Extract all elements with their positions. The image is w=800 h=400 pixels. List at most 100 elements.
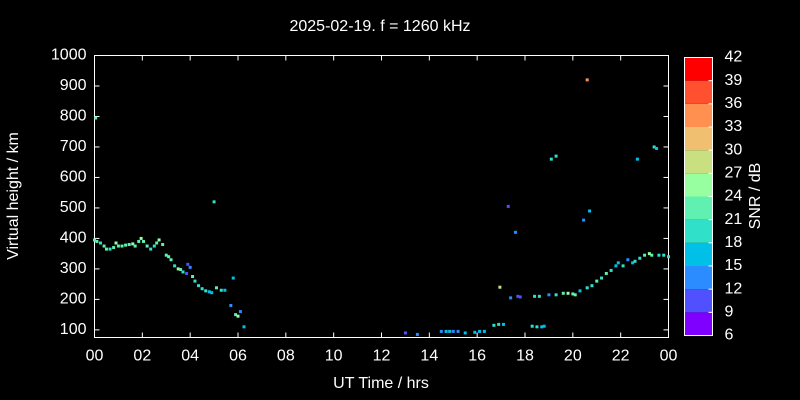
data-point xyxy=(590,284,594,288)
data-point xyxy=(585,78,589,82)
data-point xyxy=(157,238,161,242)
y-tick-label: 1000 xyxy=(51,47,87,64)
colorbar-tick-label: 21 xyxy=(725,211,743,228)
data-point xyxy=(609,268,613,272)
y-tick-label: 400 xyxy=(60,230,87,247)
data-point xyxy=(509,296,513,300)
data-point xyxy=(242,325,246,329)
x-axis-label: UT Time / hrs xyxy=(333,375,429,392)
data-point xyxy=(181,270,185,274)
data-point xyxy=(112,246,116,250)
data-point xyxy=(114,241,118,245)
data-point xyxy=(94,116,98,120)
data-point xyxy=(542,324,546,328)
data-point xyxy=(533,294,537,298)
x-tick-label: 18 xyxy=(516,348,534,365)
data-point xyxy=(614,264,618,268)
data-point xyxy=(473,330,477,334)
x-tick-label: 08 xyxy=(277,348,295,365)
data-point xyxy=(102,244,106,248)
x-tick-label: 10 xyxy=(325,348,343,365)
data-point xyxy=(149,247,153,251)
data-point xyxy=(155,241,159,245)
colorbar-segment xyxy=(684,150,713,174)
data-point xyxy=(238,310,242,314)
data-point xyxy=(647,252,651,256)
x-tick-label: 00 xyxy=(660,348,678,365)
data-point xyxy=(444,329,448,333)
data-point xyxy=(530,324,534,328)
data-point xyxy=(657,253,661,257)
colorbar-segment xyxy=(684,289,713,313)
data-point xyxy=(535,325,539,329)
colorbar-segment xyxy=(684,196,713,220)
colorbar-tick-label: 27 xyxy=(725,165,743,182)
data-point xyxy=(127,243,131,247)
data-point xyxy=(650,253,654,257)
x-tick-label: 16 xyxy=(468,348,486,365)
data-point xyxy=(167,255,171,259)
data-point xyxy=(214,286,218,290)
data-point xyxy=(197,284,201,288)
data-point xyxy=(578,289,582,293)
data-point xyxy=(176,267,180,271)
x-tick-label: 06 xyxy=(229,348,247,365)
data-point xyxy=(506,204,510,208)
x-tick-label: 00 xyxy=(86,348,104,365)
data-point xyxy=(234,313,238,317)
data-point xyxy=(212,200,216,204)
data-point xyxy=(492,323,496,327)
data-point xyxy=(403,331,407,335)
data-point xyxy=(186,262,190,266)
colorbar-tick-label: 30 xyxy=(725,141,743,158)
colorbar-label: SNR / dB xyxy=(747,163,764,230)
y-tick-label: 500 xyxy=(60,199,87,216)
colorbar-tick-label: 36 xyxy=(725,95,743,112)
data-point xyxy=(108,247,112,251)
data-point xyxy=(145,244,149,248)
data-point xyxy=(173,264,177,268)
data-point xyxy=(236,314,240,318)
data-point xyxy=(662,253,666,257)
colorbar-tick-label: 24 xyxy=(725,188,743,205)
data-point xyxy=(655,146,659,150)
data-point xyxy=(210,291,214,295)
data-point xyxy=(585,286,589,290)
y-tick-label: 900 xyxy=(60,77,87,94)
data-point xyxy=(204,289,208,293)
data-point xyxy=(638,256,642,260)
x-tick-label: 22 xyxy=(612,348,630,365)
data-point xyxy=(621,264,625,268)
data-point xyxy=(561,291,565,295)
colorbar-tick-label: 33 xyxy=(725,118,743,135)
y-axis-label: Virtual height / km xyxy=(5,132,22,260)
data-point xyxy=(200,287,204,291)
colorbar-segment xyxy=(684,312,713,336)
data-point xyxy=(633,259,637,263)
data-point xyxy=(537,294,541,298)
data-point xyxy=(169,258,173,262)
colorbar-segment xyxy=(684,266,713,290)
data-point xyxy=(131,242,135,246)
data-point xyxy=(456,329,460,333)
colorbar-segment xyxy=(684,103,713,127)
data-point xyxy=(179,268,183,272)
y-tick-label: 600 xyxy=(60,169,87,186)
data-point xyxy=(667,255,670,259)
data-point xyxy=(124,243,128,247)
colorbar-tick-label: 9 xyxy=(725,304,734,321)
colorbar-segment xyxy=(684,219,713,243)
data-point xyxy=(448,329,452,333)
colorbar-segment xyxy=(684,80,713,104)
data-point xyxy=(164,253,168,257)
y-tick-label: 800 xyxy=(60,108,87,125)
data-point xyxy=(95,239,99,243)
data-point xyxy=(554,293,558,297)
data-point xyxy=(139,236,143,240)
data-point xyxy=(600,276,604,280)
chart-title: 2025-02-19. f = 1260 kHz xyxy=(289,18,470,35)
data-point xyxy=(604,271,608,275)
colorbar-tick-label: 39 xyxy=(725,72,743,89)
